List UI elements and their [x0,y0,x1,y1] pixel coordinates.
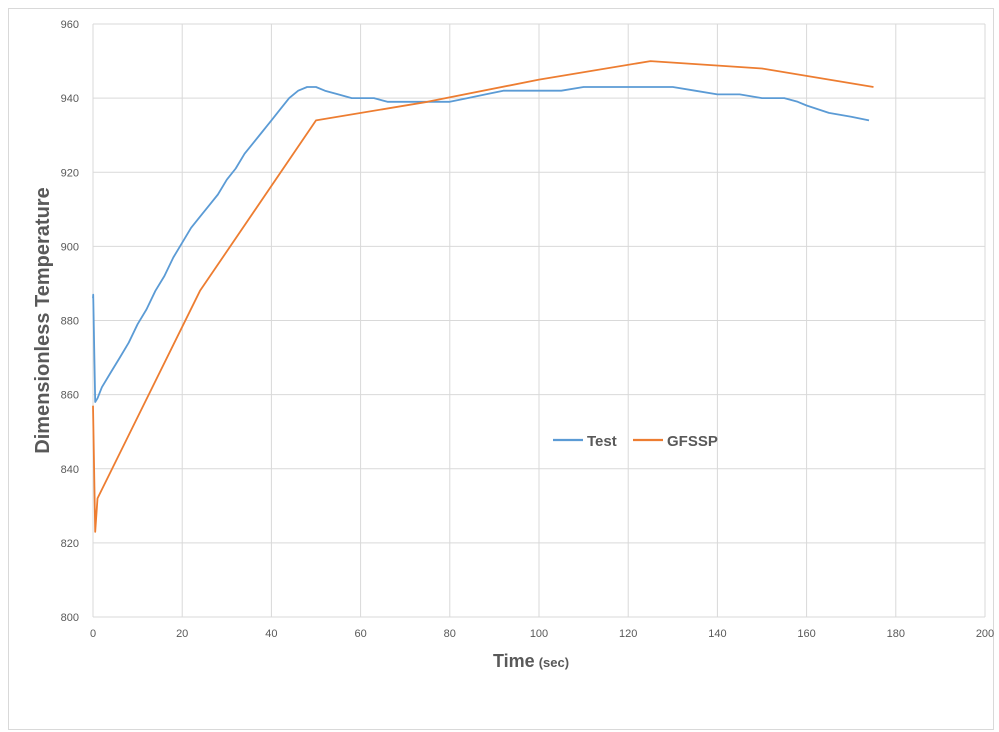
legend: Test GFSSP [553,433,718,450]
x-tick-label: 0 [90,628,96,640]
x-tick-label: 120 [619,628,637,640]
gridlines [92,23,986,618]
y-tick-label: 960 [61,19,79,31]
y-tick-label: 880 [61,316,79,328]
chart-frame [8,8,994,730]
x-tick-label: 60 [354,628,366,640]
x-tick-label: 20 [176,628,188,640]
legend-label-test: Test [587,433,617,450]
x-tick-label: 200 [976,628,994,640]
series-line-test [92,86,870,403]
x-axis-label-main: Time [493,651,535,671]
y-tick-label: 920 [61,167,79,179]
x-tick-label: 160 [797,628,815,640]
x-axis-label-unit: (sec) [539,655,569,670]
series-line-gfssp [92,60,874,533]
x-tick-label: 140 [708,628,726,640]
series-lines [92,60,874,533]
y-axis-label: Dimensionless Temperature [32,187,54,453]
x-tick-label: 40 [265,628,277,640]
y-tick-label: 900 [61,241,79,253]
legend-label-gfssp: GFSSP [667,433,718,450]
x-tick-label: 80 [444,628,456,640]
x-axis-label: Time (sec) [493,651,569,671]
y-tick-label: 840 [61,464,79,476]
x-tick-label: 180 [887,628,905,640]
y-tick-label: 800 [61,612,79,624]
x-tick-label: 100 [530,628,548,640]
tick-labels: 800 820 840 860 880 900 920 940 960 0 20 40 60 80 100 1… [61,19,995,640]
y-tick-label: 860 [61,390,79,402]
y-tick-label: 940 [61,93,79,105]
y-tick-label: 820 [61,538,79,550]
